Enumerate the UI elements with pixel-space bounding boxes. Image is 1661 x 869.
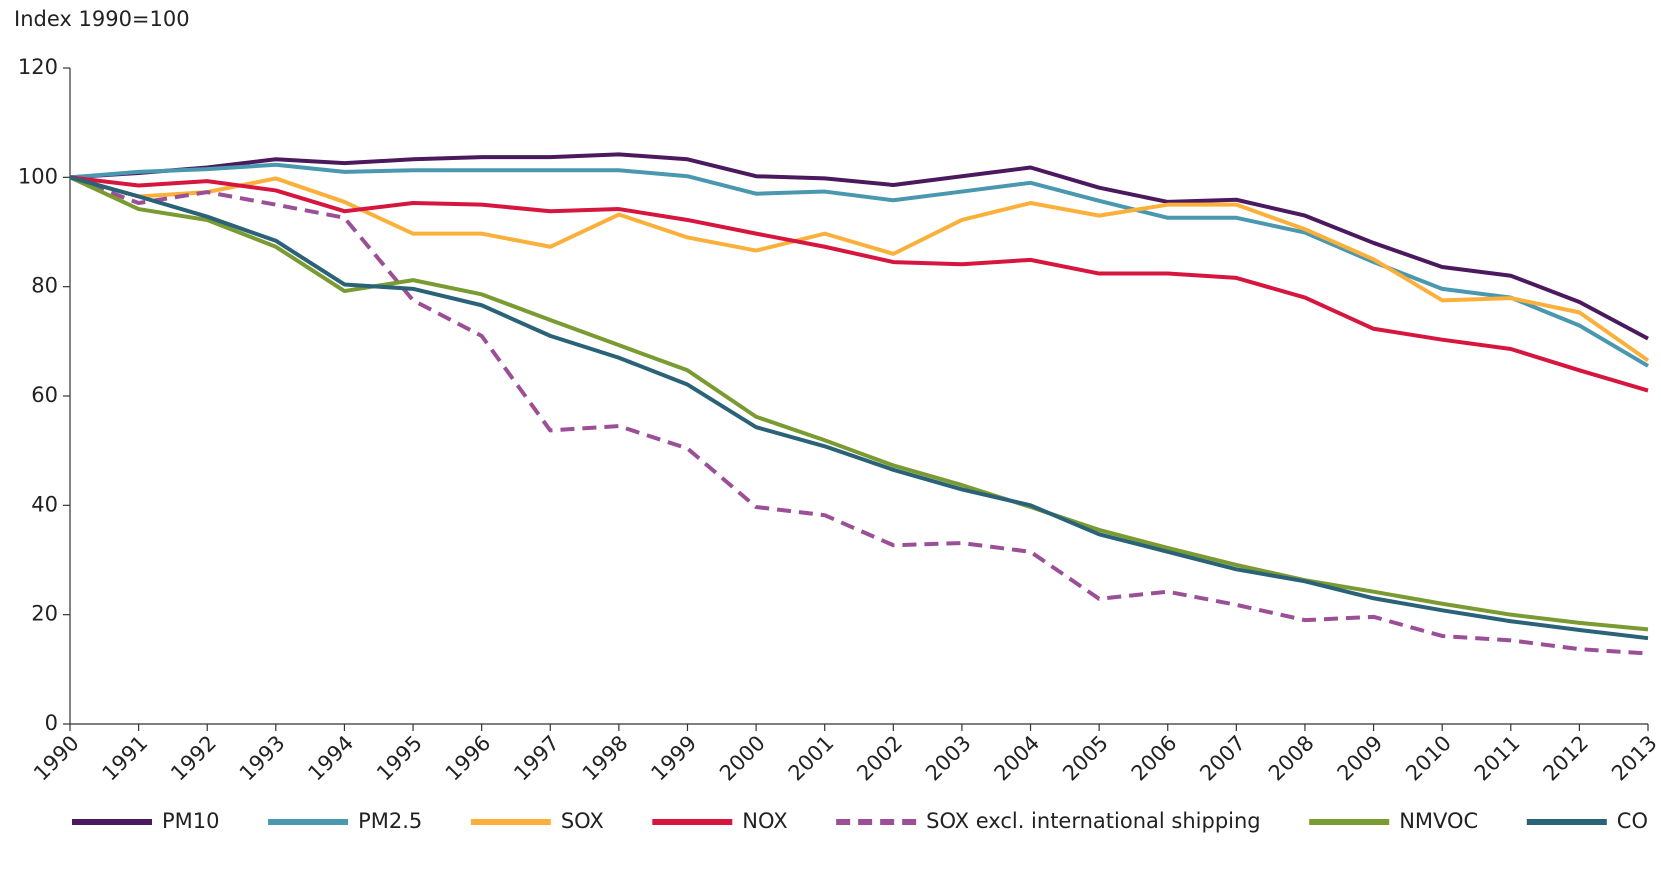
x-tick-label: 2000	[715, 731, 770, 786]
x-tick-label: 1991	[98, 731, 153, 786]
legend-label: PM2.5	[358, 809, 422, 833]
x-tick-label: 2008	[1264, 731, 1319, 786]
y-tick-label: 80	[31, 274, 58, 298]
x-tick-label: 1994	[303, 731, 358, 786]
legend-label: PM10	[162, 809, 220, 833]
x-tick-label: 1992	[166, 731, 221, 786]
x-tick-label: 2005	[1058, 731, 1113, 786]
x-tick-label: 2003	[921, 731, 976, 786]
x-tick-label: 2011	[1470, 731, 1525, 786]
legend-label: CO	[1617, 809, 1648, 833]
x-tick-label: 2001	[784, 731, 839, 786]
x-tick-label: 2009	[1333, 731, 1388, 786]
x-tick-label: 2012	[1538, 731, 1593, 786]
series-line	[69, 175, 1649, 641]
series-line	[69, 175, 1649, 393]
y-tick-label: 40	[31, 492, 58, 516]
series-line	[69, 175, 1649, 656]
series-line	[69, 175, 1649, 632]
y-tick-label: 120	[18, 55, 58, 79]
x-tick-label: 1999	[646, 731, 701, 786]
x-tick-label: 2002	[852, 731, 907, 786]
y-tick-label: 60	[31, 383, 58, 407]
legend-label: NMVOC	[1399, 809, 1478, 833]
x-tick-label: 1996	[441, 731, 496, 786]
y-tick-label: 100	[18, 164, 58, 188]
series-line	[69, 152, 1649, 341]
x-tick-label: 1995	[372, 731, 427, 786]
x-tick-label: 1998	[578, 731, 633, 786]
x-tick-label: 1997	[509, 731, 564, 786]
x-tick-label: 1990	[29, 731, 84, 786]
y-tick-label: 20	[31, 602, 58, 626]
x-tick-label: 1993	[235, 731, 290, 786]
x-tick-label: 2010	[1401, 731, 1456, 786]
x-tick-label: 2013	[1607, 731, 1661, 786]
x-tick-label: 2004	[990, 731, 1045, 786]
legend-label: SOX excl. international shipping	[926, 809, 1260, 833]
y-tick-label: 0	[45, 711, 58, 735]
legend-label: NOX	[742, 809, 787, 833]
x-tick-label: 2006	[1127, 731, 1182, 786]
x-tick-label: 2007	[1195, 731, 1250, 786]
y-axis-label: Index 1990=100	[14, 7, 190, 31]
legend-label: SOX	[561, 809, 604, 833]
series-line	[69, 175, 1650, 363]
